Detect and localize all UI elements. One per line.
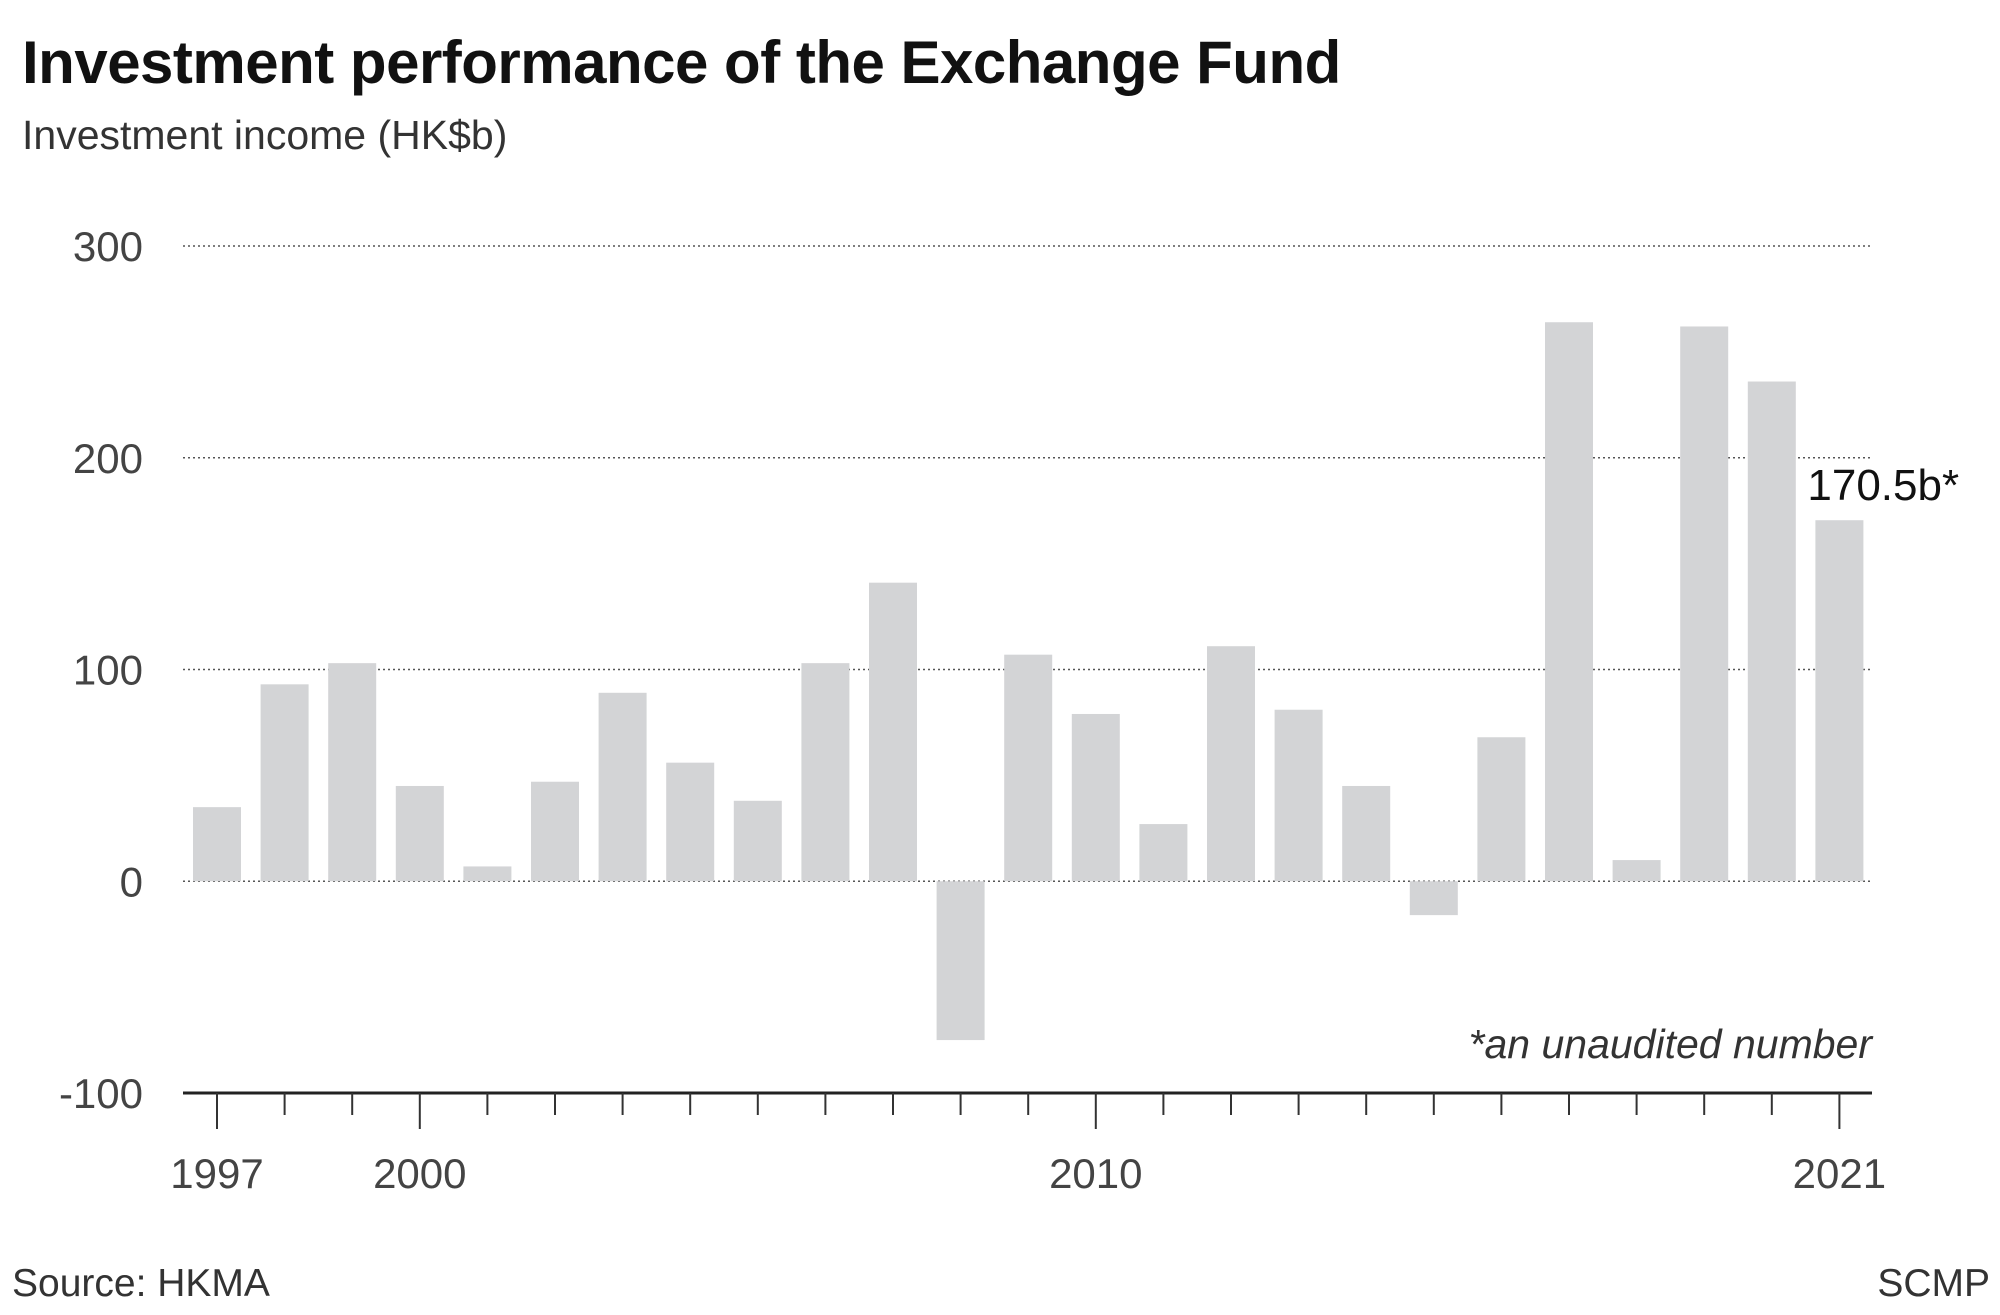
bar — [598, 692, 647, 882]
bar — [1342, 785, 1391, 882]
bar — [1139, 824, 1188, 882]
bar — [328, 663, 377, 882]
bar — [1071, 713, 1120, 882]
bar — [463, 866, 512, 882]
bar — [936, 881, 985, 1041]
bar — [1477, 737, 1526, 882]
source-note: Source: HKMA — [12, 1262, 270, 1305]
bar — [531, 781, 579, 882]
chart-title: Investment performance of the Exchange F… — [22, 29, 1341, 96]
publisher-credit: SCMP — [1877, 1262, 1990, 1305]
bar — [1409, 881, 1458, 916]
bar — [1004, 654, 1053, 882]
bar — [1680, 326, 1729, 882]
y-tick-label: 200 — [73, 435, 143, 482]
bar — [869, 582, 917, 882]
bar — [1815, 520, 1864, 882]
x-tick-label: 2021 — [1793, 1150, 1886, 1197]
bar — [193, 807, 241, 882]
bar — [1274, 709, 1323, 882]
bar — [260, 684, 309, 882]
chart-subtitle: Investment income (HK$b) — [22, 112, 508, 158]
y-tick-label: -100 — [59, 1070, 143, 1117]
bar — [666, 762, 715, 882]
y-tick-label: 100 — [73, 647, 143, 694]
bar — [733, 800, 782, 882]
bar — [1545, 322, 1593, 882]
y-tick-label: 0 — [120, 858, 143, 905]
footnote: *an unaudited number — [1469, 1021, 1875, 1067]
bar — [1612, 860, 1661, 882]
x-tick-label: 2010 — [1049, 1150, 1142, 1197]
x-tick-label: 2000 — [373, 1150, 466, 1197]
bar — [1207, 646, 1255, 882]
y-tick-label: 300 — [73, 223, 143, 270]
bar — [801, 663, 850, 882]
bar — [1747, 381, 1796, 882]
x-tick-label: 1997 — [170, 1150, 263, 1197]
bar — [395, 785, 444, 882]
value-callout: 170.5b* — [1807, 461, 1959, 510]
